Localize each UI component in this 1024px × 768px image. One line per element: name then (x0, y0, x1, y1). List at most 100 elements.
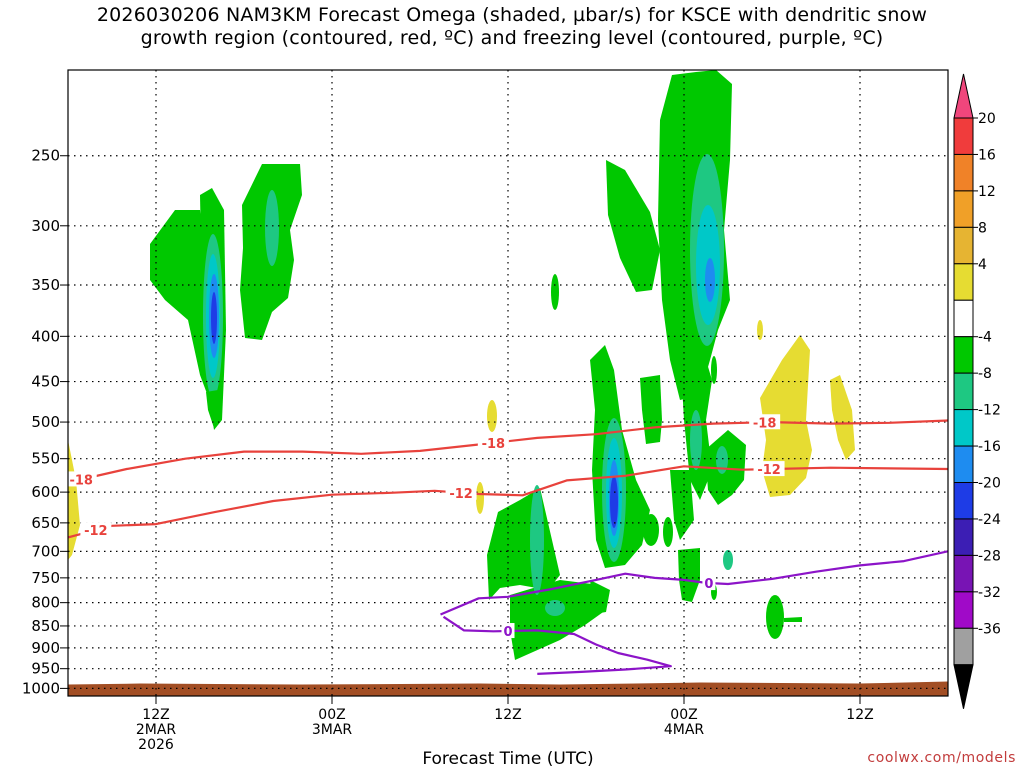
colorbar-segment (953, 554, 974, 593)
y-tick-label: 750 (31, 569, 60, 587)
omega-region (711, 356, 717, 384)
contour-label: -12 (84, 524, 108, 539)
contour-line (440, 550, 948, 616)
chart-title-line-1: 2026030206 NAM3KM Forecast Omega (shaded… (96, 4, 928, 26)
omega-region (487, 400, 497, 432)
colorbar-segment (953, 372, 974, 411)
omega-region (723, 550, 733, 570)
y-tick-label: 250 (31, 147, 60, 165)
colorbar-segment (953, 263, 974, 301)
omega-region (643, 514, 659, 546)
x-tick-label: 00Z (318, 707, 345, 723)
y-tick-label: 400 (31, 327, 60, 345)
y-tick-label: 300 (31, 217, 60, 235)
omega-region (678, 548, 700, 602)
colorbar-segment (953, 226, 974, 265)
omega-region (487, 488, 560, 600)
contour-label-bg (753, 461, 785, 477)
contour-label-bg (80, 522, 112, 538)
colorbar-segment (953, 409, 974, 447)
x-tick-label: 12Z (494, 707, 521, 723)
y-tick-label: 650 (31, 514, 60, 532)
colorbar-segment (953, 445, 974, 483)
omega-region (206, 390, 222, 428)
colorbar-segment (953, 336, 974, 374)
colorbar-label: -20 (978, 476, 1001, 492)
omega-region (766, 595, 784, 639)
omega-region (830, 375, 855, 460)
y-tick-label: 550 (31, 450, 60, 468)
colorbar-segment (953, 153, 974, 192)
contour-line (442, 615, 672, 675)
contour-label-bg (702, 575, 716, 591)
omega-region (150, 210, 215, 415)
omega-region (610, 476, 618, 528)
chart-title-line-2: growth region (contoured, red, ºC) and f… (140, 27, 884, 49)
omega-region (68, 440, 80, 560)
colorbar-label: -36 (978, 621, 1001, 637)
y-tick-label: 600 (31, 483, 60, 501)
colorbar-segment (953, 518, 974, 556)
contour-label: -18 (482, 437, 506, 452)
omega-region (705, 258, 715, 302)
colorbar-bottom-arrow (953, 664, 974, 709)
omega-region (510, 580, 606, 660)
omega-region (551, 274, 559, 310)
x-tick-label: 3MAR (312, 722, 353, 738)
omega-region (476, 482, 484, 514)
omega-region (530, 485, 544, 595)
omega-region (545, 600, 565, 616)
contour-label: -18 (69, 473, 93, 488)
contour-label-bg (445, 484, 477, 500)
colorbar: 20 16 12 8 4 -4 -8 -12 -16 -20 -24 -28 -32 -36 (953, 73, 1001, 709)
omega-region (716, 446, 728, 474)
omega-region (265, 190, 279, 266)
colorbar-label: -8 (978, 366, 992, 382)
colorbar-segment (953, 591, 974, 629)
y-tick-label: 700 (31, 542, 60, 560)
y-tick-label: 800 (31, 594, 60, 612)
colorbar-segment (953, 627, 974, 666)
contour-labels: -18 -18 -18 -12 -12 -12 0 0 (65, 414, 785, 640)
colorbar-label: 16 (978, 147, 996, 163)
contour-label-bg (65, 471, 97, 487)
y-tick-label: 350 (31, 276, 60, 294)
x-tick-label: 00Z (670, 707, 697, 723)
y-tick-label: 450 (31, 373, 60, 391)
omega-shading (68, 70, 855, 660)
credit-text: coolwx.com/models (867, 750, 1016, 766)
contour-label: -12 (449, 487, 473, 502)
colorbar-label: 8 (978, 220, 987, 236)
colorbar-label: 4 (978, 257, 987, 273)
colorbar-label: -32 (978, 585, 1001, 601)
omega-region (690, 410, 702, 470)
y-tick-label: 850 (31, 617, 60, 635)
omega-region (670, 470, 694, 540)
contour-label: -12 (757, 463, 781, 478)
chart-title: 2026030206 NAM3KM Forecast Omega (shaded… (0, 4, 1024, 50)
colorbar-segment (953, 190, 974, 228)
colorbar-label: -24 (978, 512, 1001, 528)
omega-region (757, 320, 763, 340)
contour-label-bg (501, 623, 515, 639)
y-tick-label: 950 (31, 660, 60, 678)
colorbar-top-arrow (953, 73, 974, 119)
colorbar-label: 12 (978, 184, 996, 200)
x-tick-label: 2MAR (136, 722, 177, 738)
x-tick-label: 12Z (142, 707, 169, 723)
x-tick-label: 12Z (846, 707, 873, 723)
colorbar-label: -28 (978, 548, 1001, 564)
y-tick-label: 1000 (22, 679, 60, 697)
contour-label: -18 (753, 416, 777, 431)
omega-region (640, 375, 662, 444)
contour-label-bg (749, 414, 781, 430)
colorbar-label: -4 (978, 330, 992, 346)
colorbar-segment (953, 117, 974, 155)
colorbar-label: -12 (978, 403, 1001, 419)
y-tick-label: 900 (31, 639, 60, 657)
omega-region (784, 617, 802, 622)
colorbar-label: 20 (978, 111, 996, 127)
colorbar-label: -16 (978, 439, 1001, 455)
